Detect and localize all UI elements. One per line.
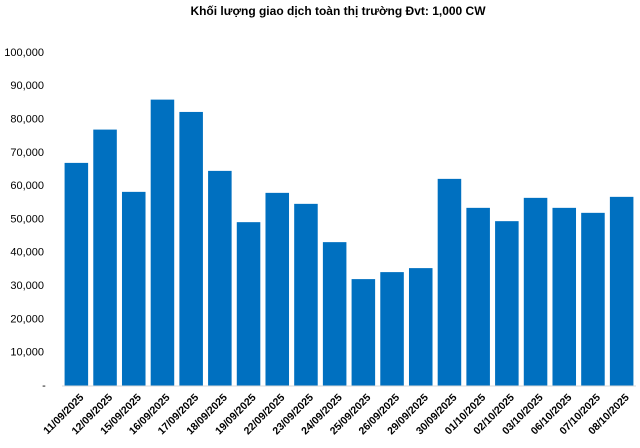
- y-tick-label: 40,000: [10, 247, 44, 259]
- bar: [408, 268, 433, 386]
- y-tick-label: 10,000: [10, 347, 44, 359]
- bar: [150, 99, 175, 387]
- bar: [351, 279, 376, 386]
- y-tick-label: 50,000: [10, 213, 44, 225]
- bar: [495, 221, 519, 386]
- bar: [93, 129, 117, 386]
- y-tick-label: 80,000: [10, 114, 44, 126]
- y-tick-label: 30,000: [10, 280, 44, 292]
- bar: [294, 203, 318, 386]
- y-tick-label: 90,000: [10, 80, 44, 92]
- bar: [121, 191, 146, 386]
- bar: [552, 207, 577, 386]
- bar: [265, 192, 290, 386]
- bar: [437, 178, 462, 386]
- bar: [208, 170, 232, 386]
- bar: [322, 242, 347, 386]
- y-tick-label: 60,000: [10, 180, 44, 192]
- bar: [64, 162, 89, 386]
- bar: [581, 212, 605, 386]
- y-tick-label: 20,000: [10, 313, 44, 325]
- chart-title: Khối lượng giao dịch toàn thị trường Đvt…: [190, 4, 486, 18]
- bar: [179, 111, 203, 386]
- bar: [236, 222, 261, 386]
- bar: [523, 197, 548, 386]
- y-tick-label: -: [42, 380, 46, 392]
- bar: [609, 196, 634, 386]
- y-tick-label: 100,000: [4, 47, 44, 59]
- y-tick-label: 70,000: [10, 147, 44, 159]
- bar: [380, 272, 404, 386]
- bar: [466, 207, 490, 386]
